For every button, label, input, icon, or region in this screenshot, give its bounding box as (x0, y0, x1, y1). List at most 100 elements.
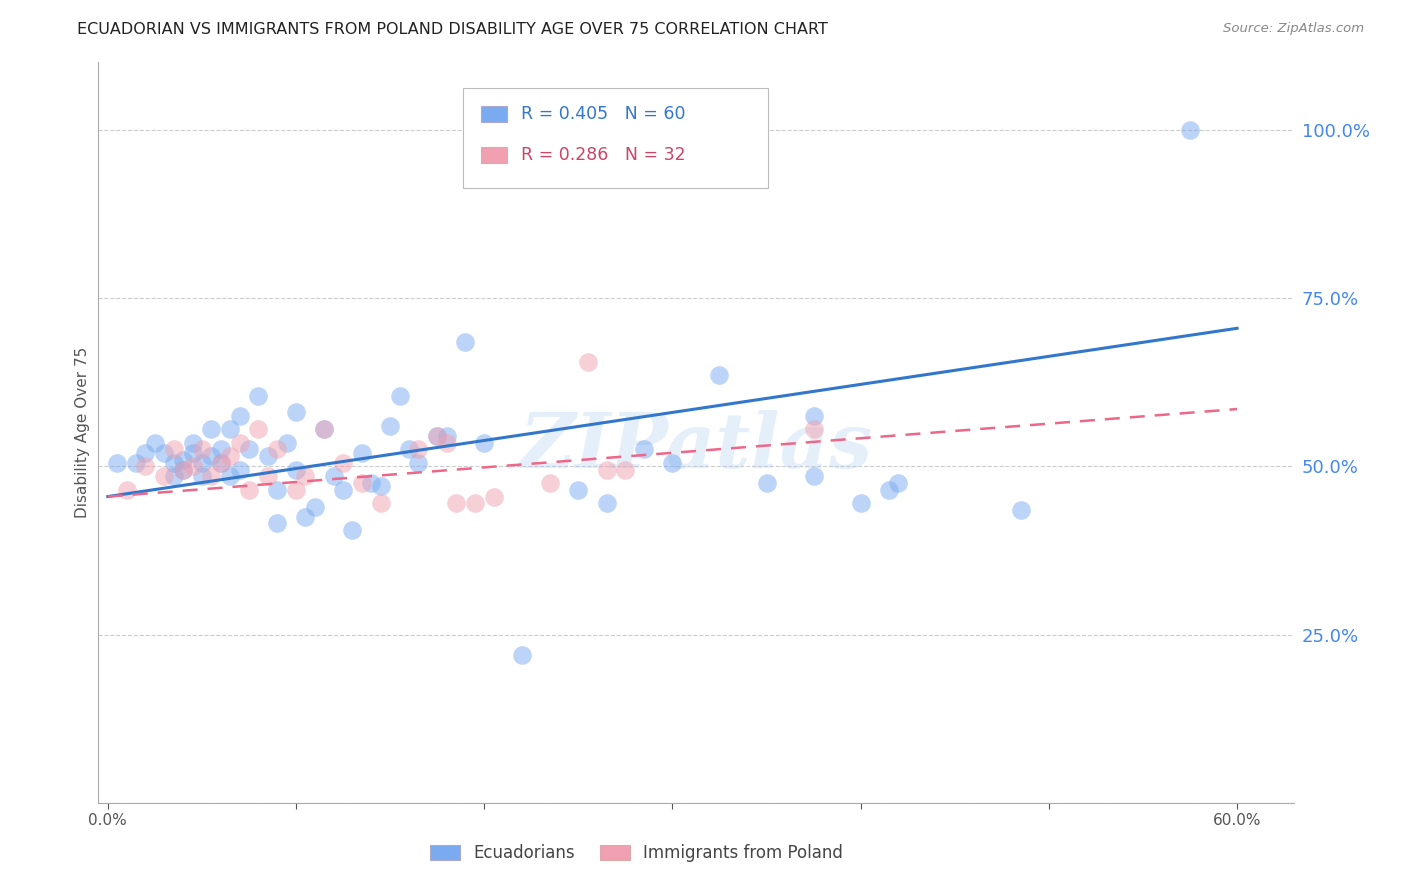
Point (314, 422, 336, 436)
Point (803, 409, 825, 423)
Text: R = 0.286   N = 32: R = 0.286 N = 32 (522, 146, 686, 164)
Legend: Ecuadorians, Immigrants from Poland: Ecuadorians, Immigrants from Poland (423, 838, 849, 869)
Point (803, 422, 825, 436)
Point (1178, 122, 1201, 136)
Y-axis label: Disability Age Over 75: Disability Age Over 75 (75, 347, 90, 518)
Point (614, 462, 637, 476)
Point (172, 452, 194, 467)
Point (163, 469, 186, 483)
Point (285, 462, 308, 476)
Point (454, 334, 477, 349)
Point (436, 435, 458, 450)
Point (322, 469, 344, 483)
Point (294, 509, 316, 524)
Point (181, 435, 204, 450)
Point (877, 483, 900, 497)
Point (181, 459, 204, 474)
Point (163, 456, 186, 470)
Point (153, 469, 176, 483)
Text: ECUADORIAN VS IMMIGRANTS FROM POLAND DISABILITY AGE OVER 75 CORRELATION CHART: ECUADORIAN VS IMMIGRANTS FROM POLAND DIS… (77, 22, 828, 37)
Point (350, 446, 373, 460)
Point (285, 405, 308, 419)
Point (266, 516, 288, 531)
Point (408, 442, 430, 457)
Point (1010, 503, 1032, 517)
Point (200, 422, 222, 436)
Point (633, 442, 655, 457)
Point (755, 476, 778, 491)
Point (256, 449, 278, 463)
Point (143, 435, 166, 450)
Point (209, 442, 232, 457)
Text: ZIPatlas: ZIPatlas (519, 410, 873, 484)
Point (219, 449, 242, 463)
Point (105, 456, 128, 470)
FancyBboxPatch shape (463, 88, 768, 188)
Point (464, 496, 486, 510)
Point (153, 446, 176, 460)
Point (444, 496, 467, 510)
Point (115, 483, 138, 497)
Point (219, 469, 242, 483)
Point (191, 442, 214, 457)
Point (595, 462, 617, 476)
Point (209, 456, 232, 470)
Point (436, 429, 458, 443)
Point (172, 462, 194, 476)
Point (370, 479, 392, 493)
Point (510, 648, 533, 662)
FancyBboxPatch shape (481, 106, 508, 122)
Point (134, 459, 156, 474)
Point (350, 476, 373, 491)
Point (360, 476, 382, 491)
Point (191, 469, 214, 483)
Point (276, 435, 298, 450)
Point (125, 456, 148, 470)
Point (576, 355, 599, 369)
Point (332, 483, 354, 497)
Point (200, 449, 222, 463)
Point (388, 389, 411, 403)
Point (370, 496, 392, 510)
Point (661, 456, 683, 470)
Point (482, 490, 505, 504)
Text: R = 0.405   N = 60: R = 0.405 N = 60 (522, 105, 686, 123)
Point (163, 442, 186, 457)
Point (134, 446, 156, 460)
Point (426, 429, 449, 443)
Point (595, 496, 617, 510)
Point (256, 469, 278, 483)
Point (426, 429, 449, 443)
Point (849, 496, 872, 510)
Point (219, 422, 242, 436)
Point (408, 456, 430, 470)
Point (709, 368, 731, 383)
Point (285, 483, 308, 497)
Point (342, 523, 364, 537)
Point (228, 462, 250, 476)
Point (538, 476, 561, 491)
Point (247, 389, 270, 403)
Text: Source: ZipAtlas.com: Source: ZipAtlas.com (1223, 22, 1364, 36)
Point (228, 409, 250, 423)
Point (887, 476, 910, 491)
Point (209, 456, 232, 470)
Point (172, 462, 194, 476)
Point (803, 469, 825, 483)
Point (228, 435, 250, 450)
Point (314, 422, 336, 436)
Point (266, 442, 288, 457)
Point (332, 456, 354, 470)
Point (378, 418, 401, 433)
Point (567, 483, 589, 497)
Point (200, 469, 222, 483)
Point (191, 456, 214, 470)
Point (294, 469, 316, 483)
Point (472, 435, 495, 450)
Point (247, 422, 270, 436)
FancyBboxPatch shape (481, 147, 508, 163)
Point (266, 483, 288, 497)
Point (238, 483, 260, 497)
Point (398, 442, 420, 457)
Point (304, 500, 326, 514)
